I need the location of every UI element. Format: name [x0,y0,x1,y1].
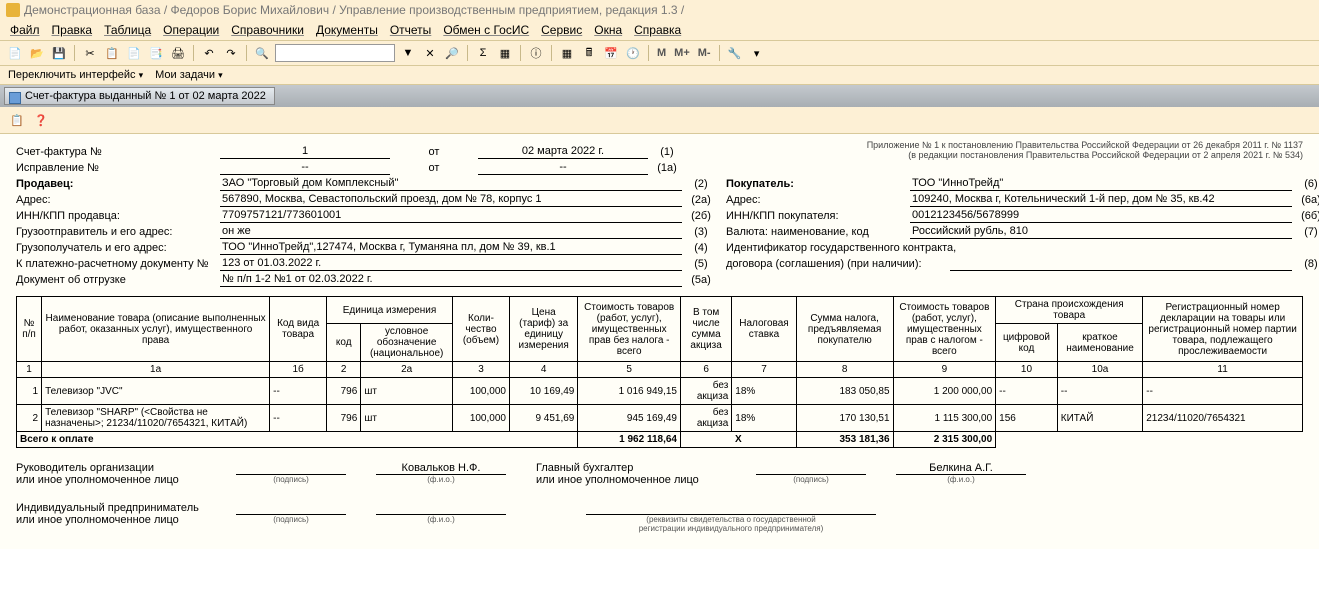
contract-id [950,257,1292,271]
table-row: 2Телевизор "SHARP" (<Свойства не назначе… [17,405,1303,432]
save-icon[interactable]: 💾 [50,44,68,62]
menu-operations[interactable]: Операции [163,23,219,37]
correction-no: -- [220,161,390,175]
info-icon[interactable]: ⓘ [527,44,545,62]
doc-toolbar: 📋 ❓ [0,107,1319,134]
table-row: 1Телевизор "JVC"--796шт100,00010 169,491… [17,378,1303,405]
menu-service[interactable]: Сервис [541,23,582,37]
sum-icon[interactable]: Σ [474,44,492,62]
invoice-date: 02 марта 2022 г. [478,145,648,159]
addr-label: Адрес: [16,194,216,206]
calc-icon[interactable]: 🖩 [580,44,598,62]
inn-label: ИНН/КПП продавца: [16,210,216,222]
zoom-icon[interactable]: 🔍 [253,44,271,62]
seller-label: Продавец: [16,178,216,190]
cut-icon[interactable]: ✂ [81,44,99,62]
clear-icon[interactable]: ✕ [421,44,439,62]
copy-icon[interactable]: 📋 [103,44,121,62]
main-menu: Файл Правка Таблица Операции Справочники… [0,20,1319,41]
menu-edit[interactable]: Правка [52,23,93,37]
buyer-inn: 0012123456/5678999 [910,209,1292,223]
m-button[interactable]: M [655,47,668,59]
document-body: Приложение № 1 к постановлению Правитель… [0,134,1319,549]
help-icon[interactable]: ❓ [32,111,50,129]
clipboard-icon[interactable]: 📋 [8,111,26,129]
main-toolbar: 📄 📂 💾 ✂ 📋 📄 📑 🖨 ↶ ↷ 🔍 ▼ ✕ 🔎 Σ ▦ ⓘ ▦ 🖩 📅 … [0,41,1319,66]
ip-label: Индивидуальный предприниматель или иное … [16,502,206,526]
app-logo-icon [6,3,20,17]
buyer-addr-label: Адрес: [726,194,906,206]
calendar-icon[interactable]: 📅 [602,44,620,62]
buyer: ТОО "ИнноТрейд" [910,177,1292,191]
search-input[interactable] [275,44,395,62]
buyer-label: Покупатель: [726,178,906,190]
menu-help[interactable]: Справка [634,23,681,37]
menu-gosis[interactable]: Обмен с ГосИС [443,23,529,37]
correction-date: -- [478,161,648,175]
accountant-label: Главный бухгалтер или иное уполномоченно… [536,462,726,486]
invoice-no: 1 [220,145,390,159]
undo-icon[interactable]: ↶ [200,44,218,62]
menu-windows[interactable]: Окна [594,23,622,37]
wrench-icon[interactable]: 🔧 [726,44,744,62]
menu-reports[interactable]: Отчеты [390,23,431,37]
seller: ЗАО "Торговый дом Комплексный" [220,177,682,191]
menu-table[interactable]: Таблица [104,23,151,37]
invoice-no-label: Счет-фактура № [16,146,216,158]
payment: 123 от 01.03.2022 г. [220,257,682,271]
new-icon[interactable]: 📄 [6,44,24,62]
shipper-label: Грузоотправитель и его адрес: [16,226,216,238]
seller-address: 567890, Москва, Севастопольский проезд, … [220,193,682,207]
clock-icon[interactable]: 🕐 [624,44,642,62]
totals-row: Всего к оплате 1 962 118,64 X 353 181,36… [17,432,1303,448]
menu-file[interactable]: Файл [10,23,40,37]
menu-references[interactable]: Справочники [231,23,304,37]
payment-label: К платежно-расчетному документу № [16,258,216,270]
switch-interface[interactable]: Переключить интерфейс ▾ [8,69,143,81]
contract-label2: договора (соглашения) (при наличии): [726,258,946,270]
print-icon[interactable]: 🖨 [169,44,187,62]
open-icon[interactable]: 📂 [28,44,46,62]
document-tab[interactable]: Счет-фактура выданный № 1 от 02 марта 20… [4,87,275,105]
window-title: Демонстрационная база / Федоров Борис Ми… [24,3,684,17]
menu-documents[interactable]: Документы [316,23,378,37]
find-icon[interactable]: 🔎 [443,44,461,62]
sub-toolbar: Переключить интерфейс ▾ Мои задачи ▾ [0,66,1319,85]
redo-icon[interactable]: ↷ [222,44,240,62]
appendix-note: Приложение № 1 к постановлению Правитель… [867,140,1303,160]
shipment-label: Документ об отгрузке [16,274,216,286]
currency-label: Валюта: наименование, код [726,226,906,238]
director-name: Ковальков Н.Ф. [376,462,506,475]
director-label: Руководитель организации или иное уполно… [16,462,206,486]
my-tasks[interactable]: Мои задачи ▾ [155,69,223,81]
buyer-address: 109240, Москва г, Котельнический 1-й пер… [910,193,1292,207]
contract-label1: Идентификатор государственного контракта… [726,242,956,254]
accountant-name: Белкина А.Г. [896,462,1026,475]
mminus-button[interactable]: M- [696,47,713,59]
mplus-button[interactable]: M+ [672,47,692,59]
signatures: Руководитель организации или иное уполно… [16,462,1303,533]
consignee: ТОО "ИнноТрейд",127474, Москва г, Туманя… [220,241,682,255]
buyer-inn-label: ИНН/КПП покупателя: [726,210,906,222]
layout-icon[interactable]: ▦ [496,44,514,62]
tab-bar: Счет-фактура выданный № 1 от 02 марта 20… [0,85,1319,107]
wrench-dd-icon[interactable]: ▾ [748,44,766,62]
paste-icon[interactable]: 📄 [125,44,143,62]
correction-label: Исправление № [16,162,216,174]
tool1-icon[interactable]: ▦ [558,44,576,62]
shipper: он же [220,225,682,239]
paste2-icon[interactable]: 📑 [147,44,165,62]
currency: Российский рубль, 810 [910,225,1292,239]
consignee-label: Грузополучатель и его адрес: [16,242,216,254]
invoice-table: № п/п Наименование товара (описание выпо… [16,296,1303,448]
seller-inn: 7709757121/773601001 [220,209,682,223]
window-title-bar: Демонстрационная база / Федоров Борис Ми… [0,0,1319,20]
search-dropdown-icon[interactable]: ▼ [399,44,417,62]
shipment: № п/п 1-2 №1 от 02.03.2022 г. [220,273,682,287]
